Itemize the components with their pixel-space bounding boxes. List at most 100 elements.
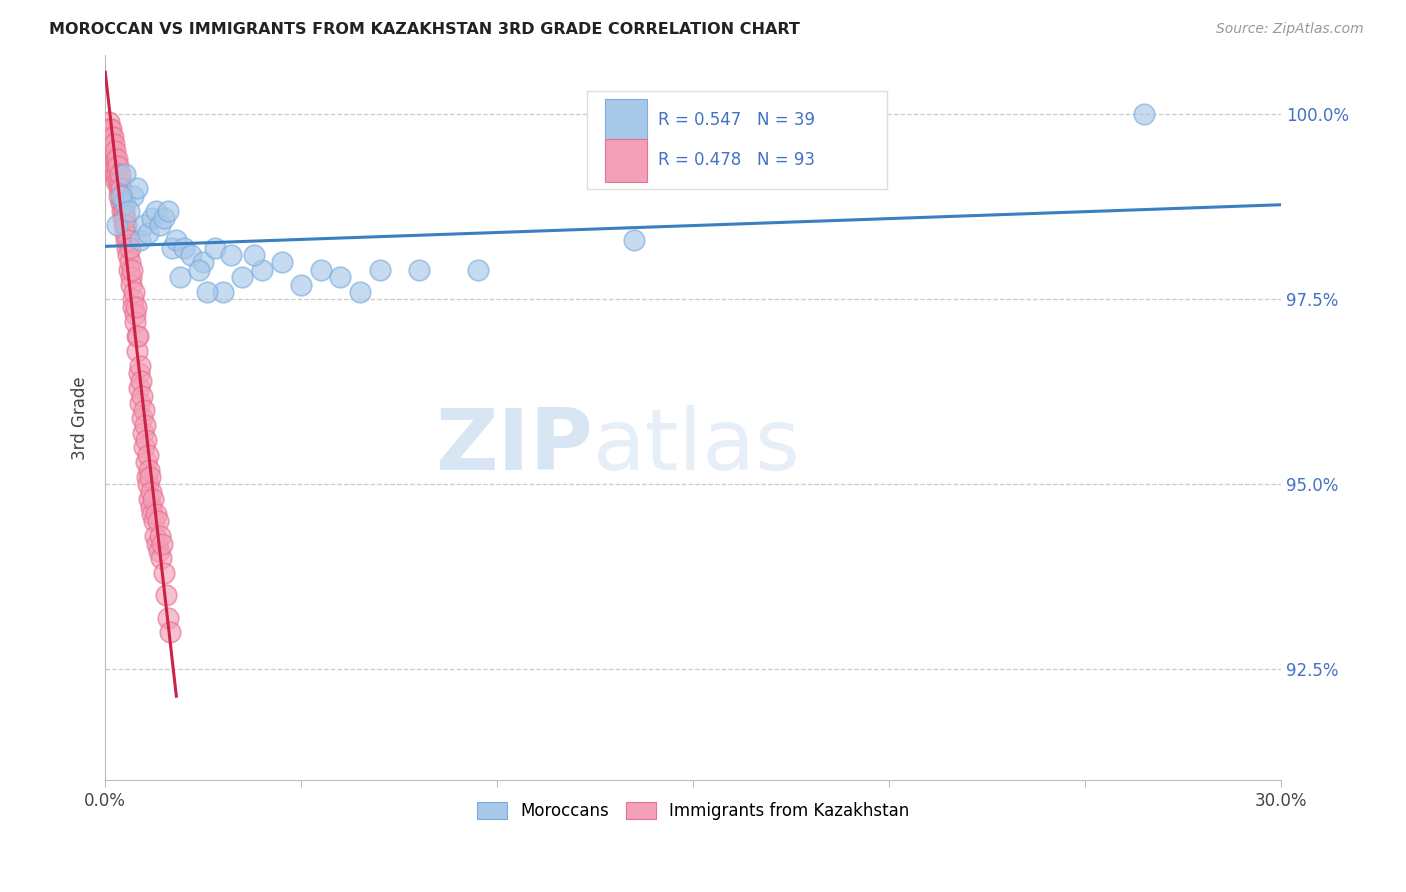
Point	[112, 203, 135, 218]
Point	[309, 262, 332, 277]
Point	[114, 196, 136, 211]
Point	[193, 255, 215, 269]
Point	[141, 484, 163, 499]
Point	[169, 270, 191, 285]
Point	[132, 403, 155, 417]
Point	[219, 248, 242, 262]
Point	[138, 462, 160, 476]
Y-axis label: 3rd Grade: 3rd Grade	[72, 376, 89, 459]
Point	[108, 188, 131, 202]
Point	[155, 588, 177, 602]
Point	[111, 203, 134, 218]
Point	[128, 367, 150, 381]
Point	[101, 129, 124, 144]
Point	[129, 396, 152, 410]
Point	[131, 410, 153, 425]
Point	[139, 500, 162, 514]
Point	[114, 226, 136, 240]
Point	[125, 300, 148, 314]
Point	[98, 114, 121, 128]
Point	[153, 211, 176, 225]
Point	[118, 262, 141, 277]
Point	[97, 136, 120, 151]
Point	[188, 262, 211, 277]
Text: R = 0.478   N = 93: R = 0.478 N = 93	[658, 152, 815, 169]
Point	[467, 262, 489, 277]
Point	[115, 240, 138, 254]
Point	[1133, 107, 1156, 121]
Point	[204, 240, 226, 254]
Point	[108, 167, 131, 181]
Legend: Moroccans, Immigrants from Kazakhstan: Moroccans, Immigrants from Kazakhstan	[470, 795, 915, 826]
Point	[107, 159, 129, 173]
Point	[129, 374, 152, 388]
Point	[132, 425, 155, 440]
Point	[270, 255, 292, 269]
Point	[122, 285, 145, 299]
Point	[165, 233, 187, 247]
Point	[101, 145, 124, 159]
Point	[118, 240, 141, 254]
Point	[149, 529, 172, 543]
Point	[104, 159, 127, 173]
Point	[96, 122, 118, 136]
Point	[138, 492, 160, 507]
Point	[121, 293, 143, 307]
Point	[114, 211, 136, 225]
Point	[134, 219, 156, 233]
Point	[100, 136, 122, 151]
Point	[131, 388, 153, 402]
Point	[125, 181, 148, 195]
Point	[135, 433, 157, 447]
Point	[127, 344, 149, 359]
FancyBboxPatch shape	[588, 91, 887, 189]
Point	[124, 307, 146, 321]
Point	[290, 277, 312, 292]
Point	[117, 248, 139, 262]
Point	[136, 448, 159, 462]
FancyBboxPatch shape	[605, 139, 647, 182]
Point	[129, 233, 152, 247]
Point	[117, 233, 139, 247]
Text: ZIP: ZIP	[436, 405, 593, 488]
Point	[408, 262, 430, 277]
Point	[145, 507, 167, 521]
Text: MOROCCAN VS IMMIGRANTS FROM KAZAKHSTAN 3RD GRADE CORRELATION CHART: MOROCCAN VS IMMIGRANTS FROM KAZAKHSTAN 3…	[49, 22, 800, 37]
Point	[136, 226, 159, 240]
FancyBboxPatch shape	[605, 99, 647, 142]
Point	[114, 233, 136, 247]
Point	[141, 507, 163, 521]
Point	[103, 136, 125, 151]
Point	[153, 566, 176, 581]
Point	[135, 455, 157, 469]
Point	[105, 219, 128, 233]
Point	[111, 211, 134, 225]
Point	[107, 174, 129, 188]
Point	[128, 359, 150, 373]
Point	[128, 381, 150, 395]
Point	[156, 610, 179, 624]
Point	[122, 300, 145, 314]
Point	[101, 159, 124, 173]
Point	[100, 129, 122, 144]
Point	[100, 122, 122, 136]
Point	[148, 544, 170, 558]
Point	[125, 329, 148, 343]
Point	[105, 152, 128, 166]
Point	[150, 551, 173, 566]
Point	[110, 188, 132, 202]
Point	[173, 240, 195, 254]
Text: Source: ZipAtlas.com: Source: ZipAtlas.com	[1216, 22, 1364, 37]
Point	[156, 203, 179, 218]
Point	[180, 248, 202, 262]
Point	[104, 145, 127, 159]
Point	[136, 477, 159, 491]
Point	[105, 167, 128, 181]
Point	[329, 270, 352, 285]
Point	[145, 203, 167, 218]
Point	[160, 240, 183, 254]
Point	[623, 233, 645, 247]
Point	[195, 285, 218, 299]
Point	[231, 270, 253, 285]
Point	[145, 529, 167, 543]
